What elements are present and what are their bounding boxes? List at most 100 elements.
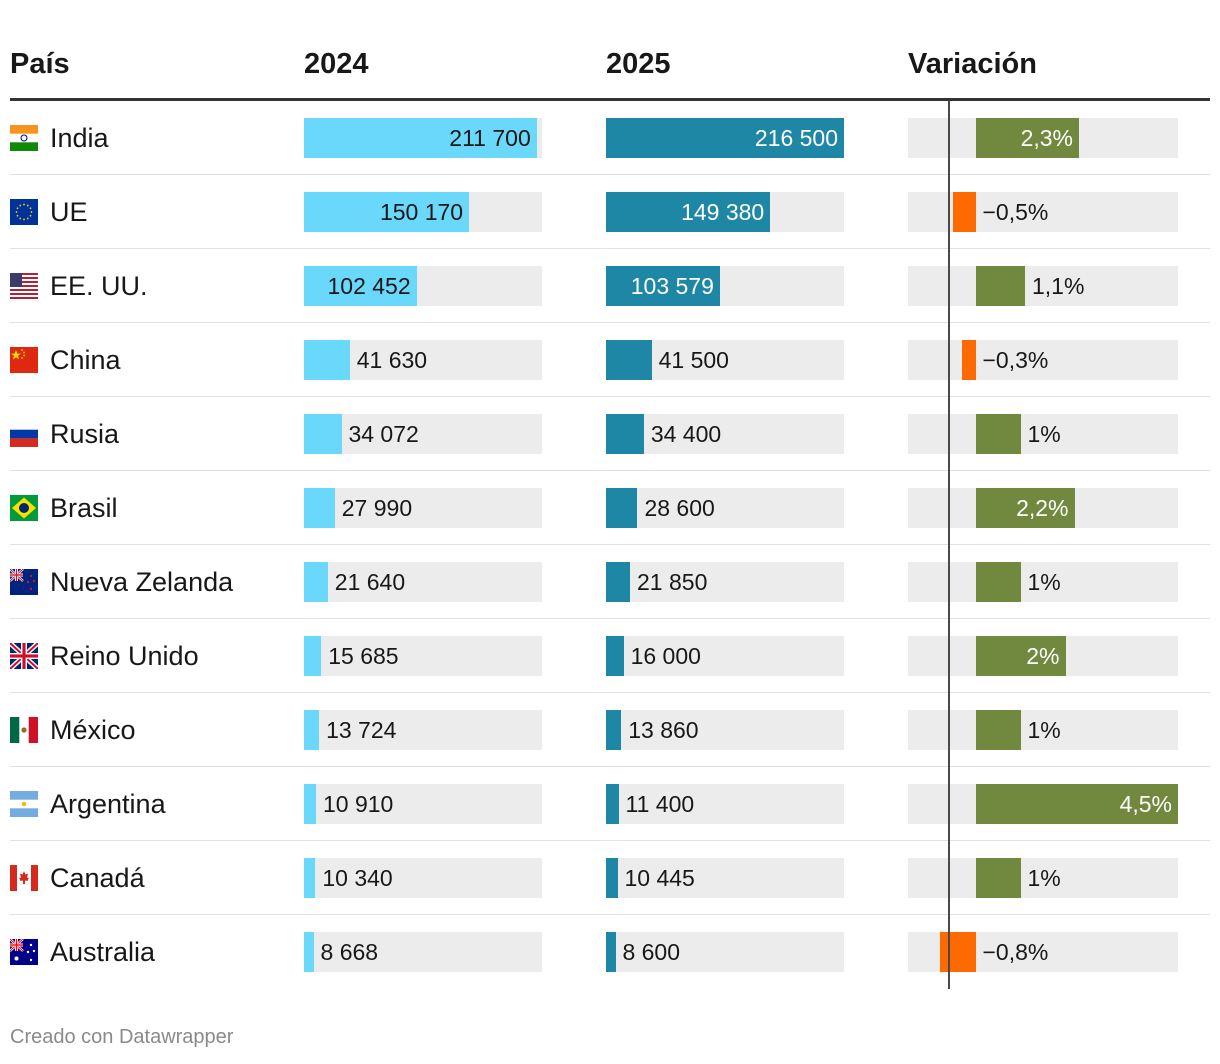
row-divider [10, 914, 1210, 915]
v2024-track: 8 668 [304, 932, 542, 972]
row-divider [10, 692, 1210, 693]
variation-value-label: 1% [1027, 569, 1061, 595]
variation-zero-axis [948, 101, 950, 989]
variation-bar [975, 488, 1075, 528]
v2025-bar [606, 118, 844, 158]
v2025-value-label: 21 850 [637, 569, 708, 595]
australia-flag-icon [9, 938, 38, 965]
v2024-value-label: 10 340 [322, 865, 393, 891]
variation-track: −0,3% [908, 340, 1178, 380]
v2024-track: 150 170 [304, 192, 542, 232]
table-row: México 13 724 13 860 1% [10, 693, 1210, 767]
table-row: India 211 700 216 500 2,3% [10, 101, 1210, 175]
country-name: UE [50, 197, 88, 227]
v2025-bar [606, 636, 624, 676]
variation-track: 4,5% [908, 784, 1178, 824]
row-divider [10, 248, 1210, 249]
country-name: India [50, 123, 109, 153]
v2025-track: 28 600 [606, 488, 844, 528]
v2025-bar [606, 414, 644, 454]
variation-track: 1% [908, 710, 1178, 750]
v2024-bar [304, 784, 316, 824]
variation-bar [953, 192, 976, 232]
table-row: UE 150 170 149 380 −0,5% [10, 175, 1210, 249]
v2024-bar [304, 118, 537, 158]
footer-credit: Creado con Datawrapper [10, 1026, 234, 1048]
row-divider [10, 840, 1210, 841]
variation-track: 1,1% [908, 266, 1178, 306]
brazil-flag-icon [10, 495, 38, 521]
canada-flag-icon [10, 865, 38, 891]
v2025-value-label: 10 445 [624, 865, 695, 891]
variation-track: 1% [908, 562, 1178, 602]
v2024-value-label: 15 685 [328, 643, 399, 669]
variation-value-label: 1% [1027, 865, 1061, 891]
variation-value-label: −0,3% [982, 347, 1049, 373]
v2025-track: 216 500 [606, 118, 844, 158]
v2025-value-label: 28 600 [644, 495, 715, 521]
row-divider [10, 618, 1210, 619]
country-name: Brasil [50, 493, 118, 523]
row-divider [10, 544, 1210, 545]
variation-track: 2% [908, 636, 1178, 676]
v2025-value-label: 8 600 [622, 939, 681, 965]
variation-bar [975, 710, 1021, 750]
country-name: EE. UU. [50, 271, 148, 301]
variation-value-label: 1,1% [1032, 273, 1085, 299]
row-divider [10, 174, 1210, 175]
variation-value-label: −0,5% [982, 199, 1049, 225]
v2025-value-label: 149 380 [681, 199, 765, 225]
variation-bar [975, 414, 1021, 454]
variation-track: 2,2% [908, 488, 1178, 528]
variation-value-label: 2,2% [1016, 495, 1069, 521]
v2025-track: 13 860 [606, 710, 844, 750]
uk-flag-icon [8, 641, 40, 671]
header-country: País [10, 48, 70, 80]
variation-bar [975, 266, 1025, 306]
table-row: China 41 630 41 500 −0,3% [10, 323, 1210, 397]
v2025-value-label: 11 400 [625, 791, 695, 817]
country-name: Nueva Zelanda [50, 567, 234, 597]
country-name: Rusia [50, 419, 120, 449]
v2025-track: 41 500 [606, 340, 844, 380]
v2024-bar [304, 932, 314, 972]
v2024-track: 21 640 [304, 562, 542, 602]
variation-track: −0,8% [908, 932, 1178, 972]
country-name: China [50, 345, 121, 375]
table-row: Argentina 10 910 11 400 4,5% [10, 767, 1210, 841]
v2024-track: 10 910 [304, 784, 542, 824]
row-divider [10, 766, 1210, 767]
v2024-value-label: 21 640 [334, 569, 406, 595]
variation-track: 1% [908, 858, 1178, 898]
v2025-track: 149 380 [606, 192, 844, 232]
v2025-track: 16 000 [606, 636, 844, 676]
variation-bar [962, 340, 976, 380]
v2025-bar [606, 784, 619, 824]
v2024-bar [304, 488, 335, 528]
v2024-bar [304, 562, 328, 602]
v2024-track: 34 072 [304, 414, 542, 454]
variation-bar [975, 858, 1021, 898]
v2024-track: 102 452 [304, 266, 542, 306]
v2024-value-label: 27 990 [341, 495, 413, 521]
header-2025: 2025 [606, 48, 671, 80]
variation-value-label: 2% [1026, 643, 1060, 669]
country-name: México [50, 715, 136, 745]
variation-track: 1% [908, 414, 1178, 454]
v2025-track: 10 445 [606, 858, 844, 898]
v2025-bar [606, 192, 771, 232]
eu-flag-icon [10, 199, 38, 225]
header-divider [10, 98, 1210, 101]
v2024-value-label: 13 724 [326, 717, 397, 743]
table-row: EE. UU. 102 452 103 579 1,1% [10, 249, 1210, 323]
v2025-value-label: 16 000 [630, 643, 701, 669]
table-row: Australia 8 668 8 600 −0,8% [9, 915, 1210, 989]
variation-value-label: 1% [1027, 421, 1061, 447]
v2024-track: 10 340 [304, 858, 542, 898]
country-name: Canadá [50, 863, 145, 893]
v2024-value-label: 211 700 [449, 125, 531, 151]
country-name: Australia [50, 937, 156, 967]
v2025-track: 8 600 [606, 932, 844, 972]
table-row: Brasil 27 990 28 600 2,2% [10, 471, 1210, 545]
china-flag-icon [10, 347, 38, 373]
